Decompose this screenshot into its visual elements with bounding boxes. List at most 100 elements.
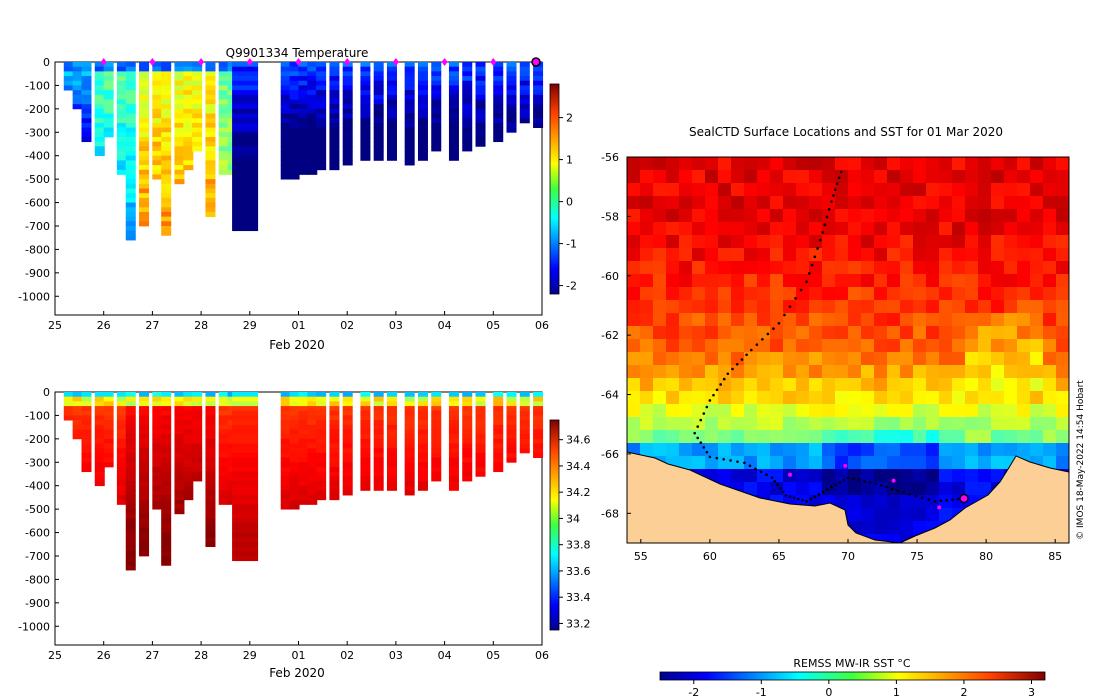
y-tick-label: 0 [43,56,50,69]
profile-cell [289,174,300,180]
profile-cell [448,85,459,91]
profile-column [174,392,185,515]
sst-cell [1004,196,1018,210]
profile-cell [152,443,163,449]
profile-column [205,392,216,548]
profile-cell [307,424,318,430]
profile-cell [205,490,216,496]
profile-column [448,392,459,491]
sst-cell [627,430,641,444]
profile-cell [183,113,194,119]
profile-cell [298,485,309,491]
profile-cell [116,108,127,114]
profile-cell [289,499,300,505]
profile-column [506,62,517,133]
sst-cell [874,248,888,262]
profile-cell [342,136,353,143]
track-point [693,431,696,435]
profile-cell [232,183,259,189]
sst-cell [926,170,940,184]
profile-cell [183,434,194,440]
profile-cell [307,420,318,426]
profile-column [116,392,127,505]
profile-cell [152,160,163,166]
profile-cell [431,396,442,402]
profile-cell [475,434,486,440]
track-point [838,481,842,484]
profile-cell [63,401,74,407]
sst-cell [744,469,758,483]
sst-cell [809,391,823,405]
sst-cell [913,313,927,327]
sst-cell [744,248,758,262]
profile-cell [161,202,172,208]
profile-cell [519,434,530,440]
profile-cell [475,118,486,124]
track-point [921,496,924,500]
profile-cell [462,127,473,133]
profile-cell [232,179,259,185]
profile-cell [448,392,459,398]
profile-cell [475,438,486,444]
profile-cell [431,452,442,458]
profile-cell [462,146,473,152]
sst-cell [861,222,875,236]
profile-cell [360,108,371,114]
track-point [745,353,748,357]
profile-cell [506,127,517,133]
profile-cell [404,476,415,482]
profile-cell [373,476,384,482]
sst-cell [783,274,797,288]
colorbar-tick-label: 1 [566,154,573,167]
sst-cell [783,235,797,249]
profile-cell [386,155,397,161]
profile-cell [116,448,127,454]
sst-cell [874,352,888,366]
profile-cell [360,122,371,128]
sst-cell [731,287,745,301]
sst-cell [640,365,654,379]
profile-cell [360,401,371,407]
sst-cell [965,404,979,418]
profile-cell [161,174,172,180]
profile-cell [373,401,384,407]
profile-cell [139,155,150,161]
sst-cell [718,456,732,470]
profile-cell [307,94,318,100]
profile-cell [360,485,371,491]
profile-cell [289,490,300,496]
profile-cell [280,155,291,161]
profile-cell [205,481,216,487]
profile-cell [493,113,504,119]
profile-cell [63,410,74,416]
profile-cell [72,429,83,435]
profile-cell [462,448,473,454]
profile-cell [161,188,172,194]
sst-cell [874,313,888,327]
sst-cell [900,209,914,223]
sst-cell [978,482,992,496]
profile-cell [289,80,300,86]
sst-cell [1043,456,1057,470]
profile-cell [94,466,105,473]
profile-cell [116,151,127,157]
sst-cell [679,456,693,470]
sst-cell [653,391,667,405]
profile-cell [116,62,127,68]
profile-cell [161,551,172,557]
sst-cell [874,534,888,543]
sst-cell [900,248,914,262]
track-point [813,495,817,498]
profile-cell [174,481,185,487]
profile-cell [298,132,309,138]
profile-cell [232,136,259,143]
profile-cell [139,104,150,110]
profile-cell [462,471,473,477]
sst-cell [653,157,667,171]
profile-cell [232,76,259,82]
profile-cell [161,99,172,105]
sst-cell [939,456,953,470]
sst-cell [1043,248,1057,262]
sst-cell [913,157,927,171]
profile-cell [116,471,127,477]
